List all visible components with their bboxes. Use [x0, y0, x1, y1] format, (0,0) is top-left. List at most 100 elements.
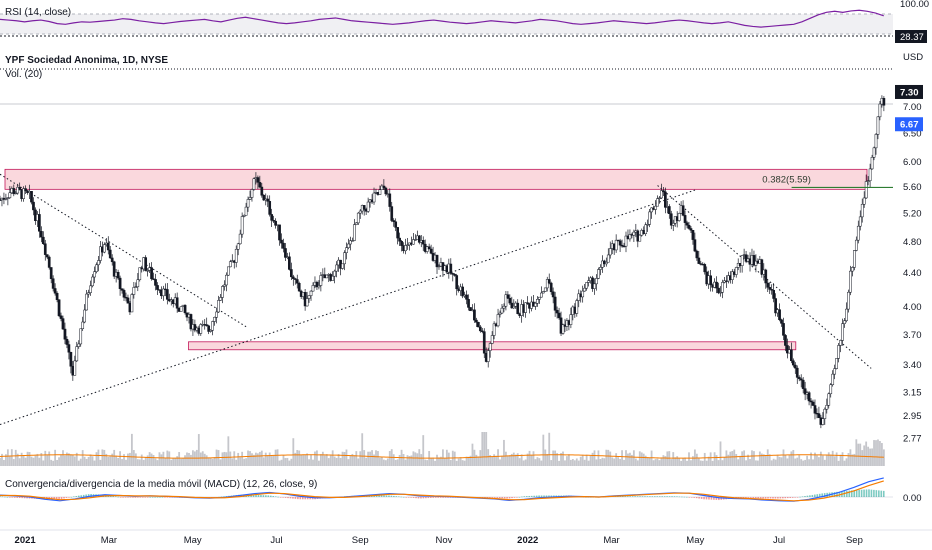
macd-hist-bar: [521, 496, 523, 498]
volume-bar: [264, 452, 267, 466]
volume-bar: [290, 458, 293, 466]
candle-body: [541, 291, 545, 294]
candle-body: [628, 234, 632, 240]
candle-body: [221, 286, 224, 298]
candle-body: [390, 206, 394, 221]
volume-bar: [841, 452, 844, 466]
volume-bar: [434, 460, 436, 466]
volume-bar: [601, 457, 604, 466]
volume-bar: [823, 459, 826, 466]
volume-bar: [367, 451, 370, 466]
candle-body: [256, 177, 260, 183]
macd-hist-bar: [134, 497, 137, 498]
volume-bar: [144, 456, 147, 466]
candle-body: [547, 279, 551, 284]
candle-body: [59, 315, 63, 319]
macd-hist-bar: [267, 495, 270, 497]
volume-bar: [802, 460, 805, 466]
macd-hist-bar: [269, 495, 272, 497]
volume-bar: [436, 454, 438, 466]
macd-hist-bar: [651, 496, 654, 497]
candle-body: [604, 261, 608, 265]
macd-hist-bar: [870, 489, 873, 497]
macd-hist-bar: [774, 497, 777, 499]
candle-body: [57, 299, 61, 317]
volume-bar: [715, 455, 718, 466]
macd-hist-bar: [169, 497, 171, 498]
candle-body: [345, 247, 348, 253]
candle-body: [534, 303, 537, 307]
candle-body: [685, 222, 689, 226]
candle-body: [587, 280, 590, 283]
macd-hist-bar: [508, 497, 511, 499]
candle-body: [118, 277, 122, 289]
volume-bar: [245, 458, 247, 466]
volume-bar: [79, 458, 82, 466]
volume-bar: [619, 458, 621, 466]
candle-body: [183, 304, 187, 314]
volume-bar: [568, 454, 570, 466]
candle-body: [498, 312, 502, 315]
price-badge: 6.67: [900, 120, 919, 131]
macd-hist-bar: [407, 497, 410, 498]
price-tick-label: 4.00: [903, 302, 922, 313]
volume-bar: [473, 449, 476, 466]
volume-bar: [796, 457, 799, 466]
volume-bar: [825, 455, 828, 466]
volume-bar: [491, 456, 494, 466]
candle-body: [585, 282, 588, 289]
candle-body: [24, 188, 27, 192]
macd-hist-bar: [13, 497, 16, 498]
volume-bar: [371, 450, 373, 466]
volume-bar: [260, 450, 263, 466]
macd-hist-bar: [422, 497, 425, 499]
volume-bar: [440, 456, 442, 466]
volume-bar: [247, 450, 249, 466]
volume-bar: [798, 454, 801, 466]
candle-body: [136, 279, 140, 288]
candle-body: [709, 275, 712, 286]
volume-bar: [109, 456, 112, 466]
volume-bar: [627, 453, 629, 466]
candle-body: [870, 157, 874, 170]
volume-bar: [701, 460, 704, 466]
volume-bar: [432, 457, 434, 466]
volume-bar: [223, 451, 226, 466]
volume-bar: [449, 460, 452, 466]
volume-bar: [160, 454, 163, 466]
volume-bar: [662, 455, 665, 466]
volume-bar: [465, 456, 468, 466]
candle-body: [715, 281, 718, 289]
rsi-badge-bg: [895, 30, 927, 43]
volume-bar: [477, 456, 480, 466]
volume-bar: [394, 459, 397, 466]
volume-bar: [52, 460, 55, 466]
volume-bar: [327, 458, 330, 466]
macd-hist-bar: [545, 495, 548, 497]
candle-body: [693, 239, 697, 252]
time-tick-label: May: [184, 535, 202, 546]
candle-body: [851, 267, 854, 272]
volume-bar: [294, 452, 297, 466]
macd-hist-bar: [141, 497, 144, 498]
macd-hist-bar: [159, 497, 161, 498]
macd-hist-bar: [65, 497, 68, 498]
candle-body: [681, 205, 685, 216]
candle-body: [882, 98, 886, 106]
volume-bar: [197, 434, 200, 466]
volume-bar: [611, 457, 614, 466]
volume-bar: [361, 433, 364, 466]
time-tick-label: Jul: [270, 535, 282, 546]
candle-body: [793, 364, 797, 369]
macd-hist-bar: [129, 497, 132, 498]
candle-body: [297, 282, 301, 292]
volume-bar: [10, 449, 13, 466]
volume-bar: [280, 459, 283, 466]
candle-body: [246, 199, 250, 208]
price-tick-label: 2.95: [903, 411, 922, 422]
candle-body: [770, 289, 774, 291]
macd-hist-bar: [486, 497, 489, 498]
candle-body: [843, 320, 846, 324]
candle-body: [561, 324, 565, 334]
candle-body: [289, 269, 293, 278]
